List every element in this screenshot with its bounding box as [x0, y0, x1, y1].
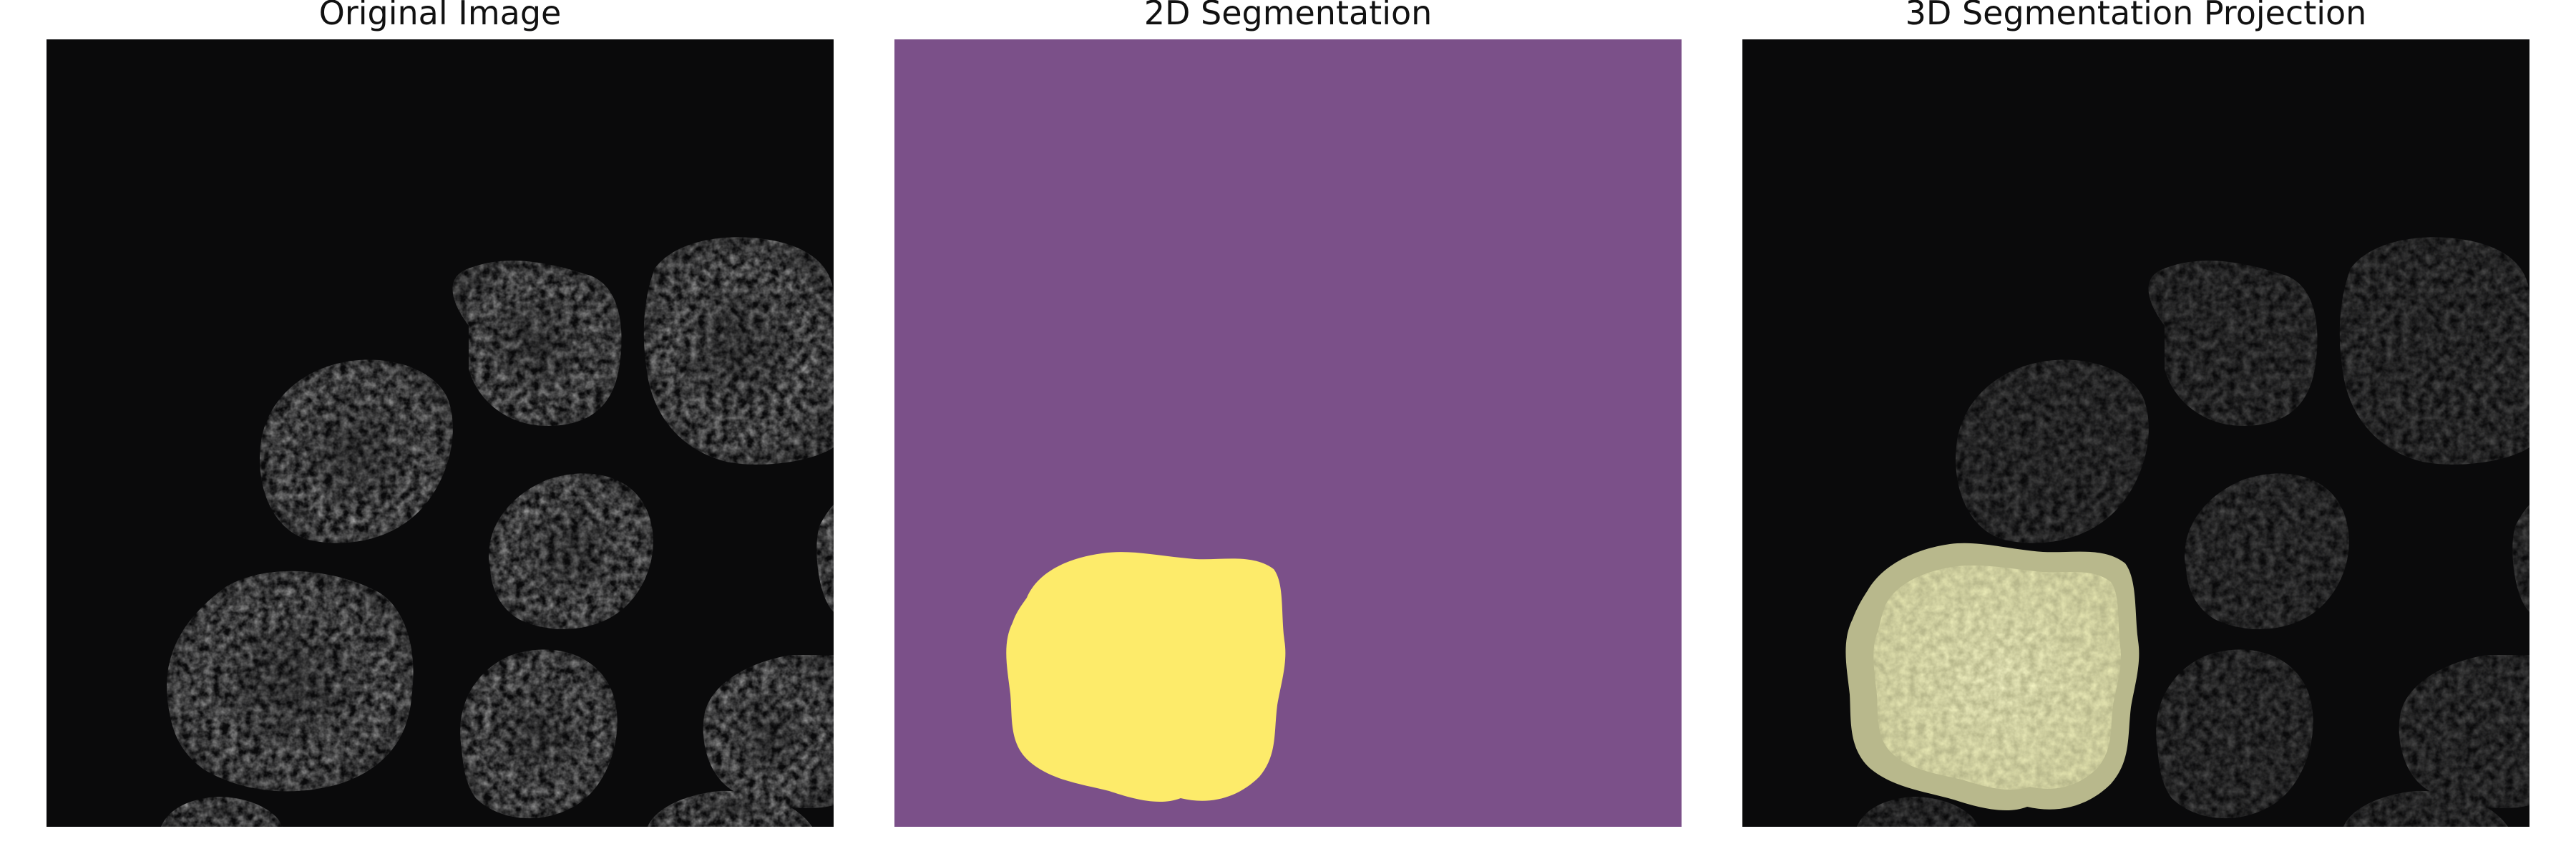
segmentation-2d-mask	[894, 39, 1682, 827]
dim-nucleus	[2156, 649, 2313, 819]
nucleus	[703, 655, 834, 808]
nucleus	[161, 797, 283, 827]
projection-core	[1873, 565, 2121, 790]
nucleus	[452, 261, 622, 426]
original-image	[47, 39, 834, 827]
dim-nucleus	[2399, 655, 2529, 808]
segmentation-2d-panel	[894, 39, 1682, 827]
dim-nucleus	[2339, 237, 2529, 465]
segmentation-2d-title: 2D Segmentation	[1143, 0, 1433, 32]
dim-nucleus	[1956, 359, 2149, 543]
original-image-title: Original Image	[318, 0, 562, 32]
original-image-panel	[47, 39, 834, 827]
nucleus	[816, 505, 834, 612]
nucleus	[489, 473, 653, 629]
dim-nucleus	[1857, 797, 1979, 827]
dim-nucleus	[2512, 505, 2529, 612]
dim-nucleus	[2185, 473, 2349, 629]
segmentation-3d-panel	[1742, 39, 2529, 827]
nucleus	[643, 237, 834, 465]
dim-nucleus	[2148, 261, 2318, 426]
nucleus	[167, 571, 414, 792]
segmentation-3d-title: 3D Segmentation Projection	[1905, 0, 2367, 32]
segmentation-3d-overlay	[1742, 39, 2529, 827]
nucleus	[648, 790, 812, 827]
segmented-nucleus-mask	[1006, 552, 1286, 802]
nucleus	[260, 359, 453, 543]
dim-nucleus	[2343, 790, 2508, 827]
nucleus	[460, 649, 618, 819]
